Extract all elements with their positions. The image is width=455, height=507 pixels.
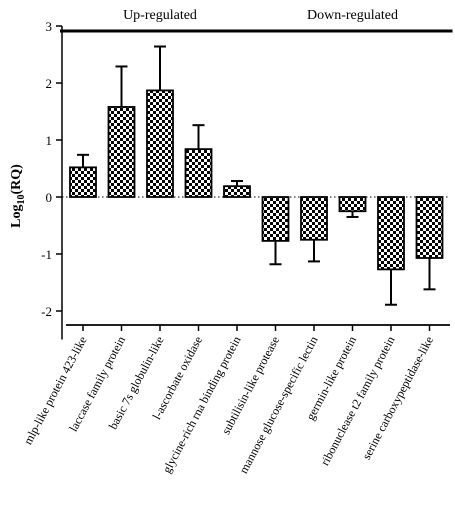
bar (261, 196, 290, 242)
bar (223, 185, 251, 198)
y-axis-title: Log10(RQ) (9, 164, 27, 228)
group-brackets: Up-regulated Down-regulated (60, 8, 453, 33)
bar (184, 148, 213, 198)
bar (300, 196, 328, 241)
y-tick-label: 2 (46, 76, 53, 91)
bar (107, 106, 136, 198)
x-axis (66, 324, 450, 331)
group-label: Down-regulated (307, 8, 398, 23)
y-tick-label: 1 (46, 133, 53, 148)
bar (377, 196, 405, 271)
y-tick-label: -1 (41, 247, 52, 262)
y-tick-label: -2 (41, 304, 52, 319)
y-tick-label: 3 (46, 19, 53, 34)
bar (69, 166, 97, 198)
group-label: Up-regulated (123, 8, 197, 23)
category-label: ribonuclease t2 family protein (318, 334, 398, 468)
category-label: serine carboxypeptidase-like (359, 334, 436, 462)
bar (415, 196, 444, 259)
bar-series (69, 89, 444, 271)
y-tick-label: 0 (46, 190, 53, 205)
bar (146, 89, 174, 198)
y-axis: 3 2 1 0 -1 -2 (41, 19, 63, 340)
bar (338, 196, 367, 213)
error-bars (77, 45, 436, 306)
